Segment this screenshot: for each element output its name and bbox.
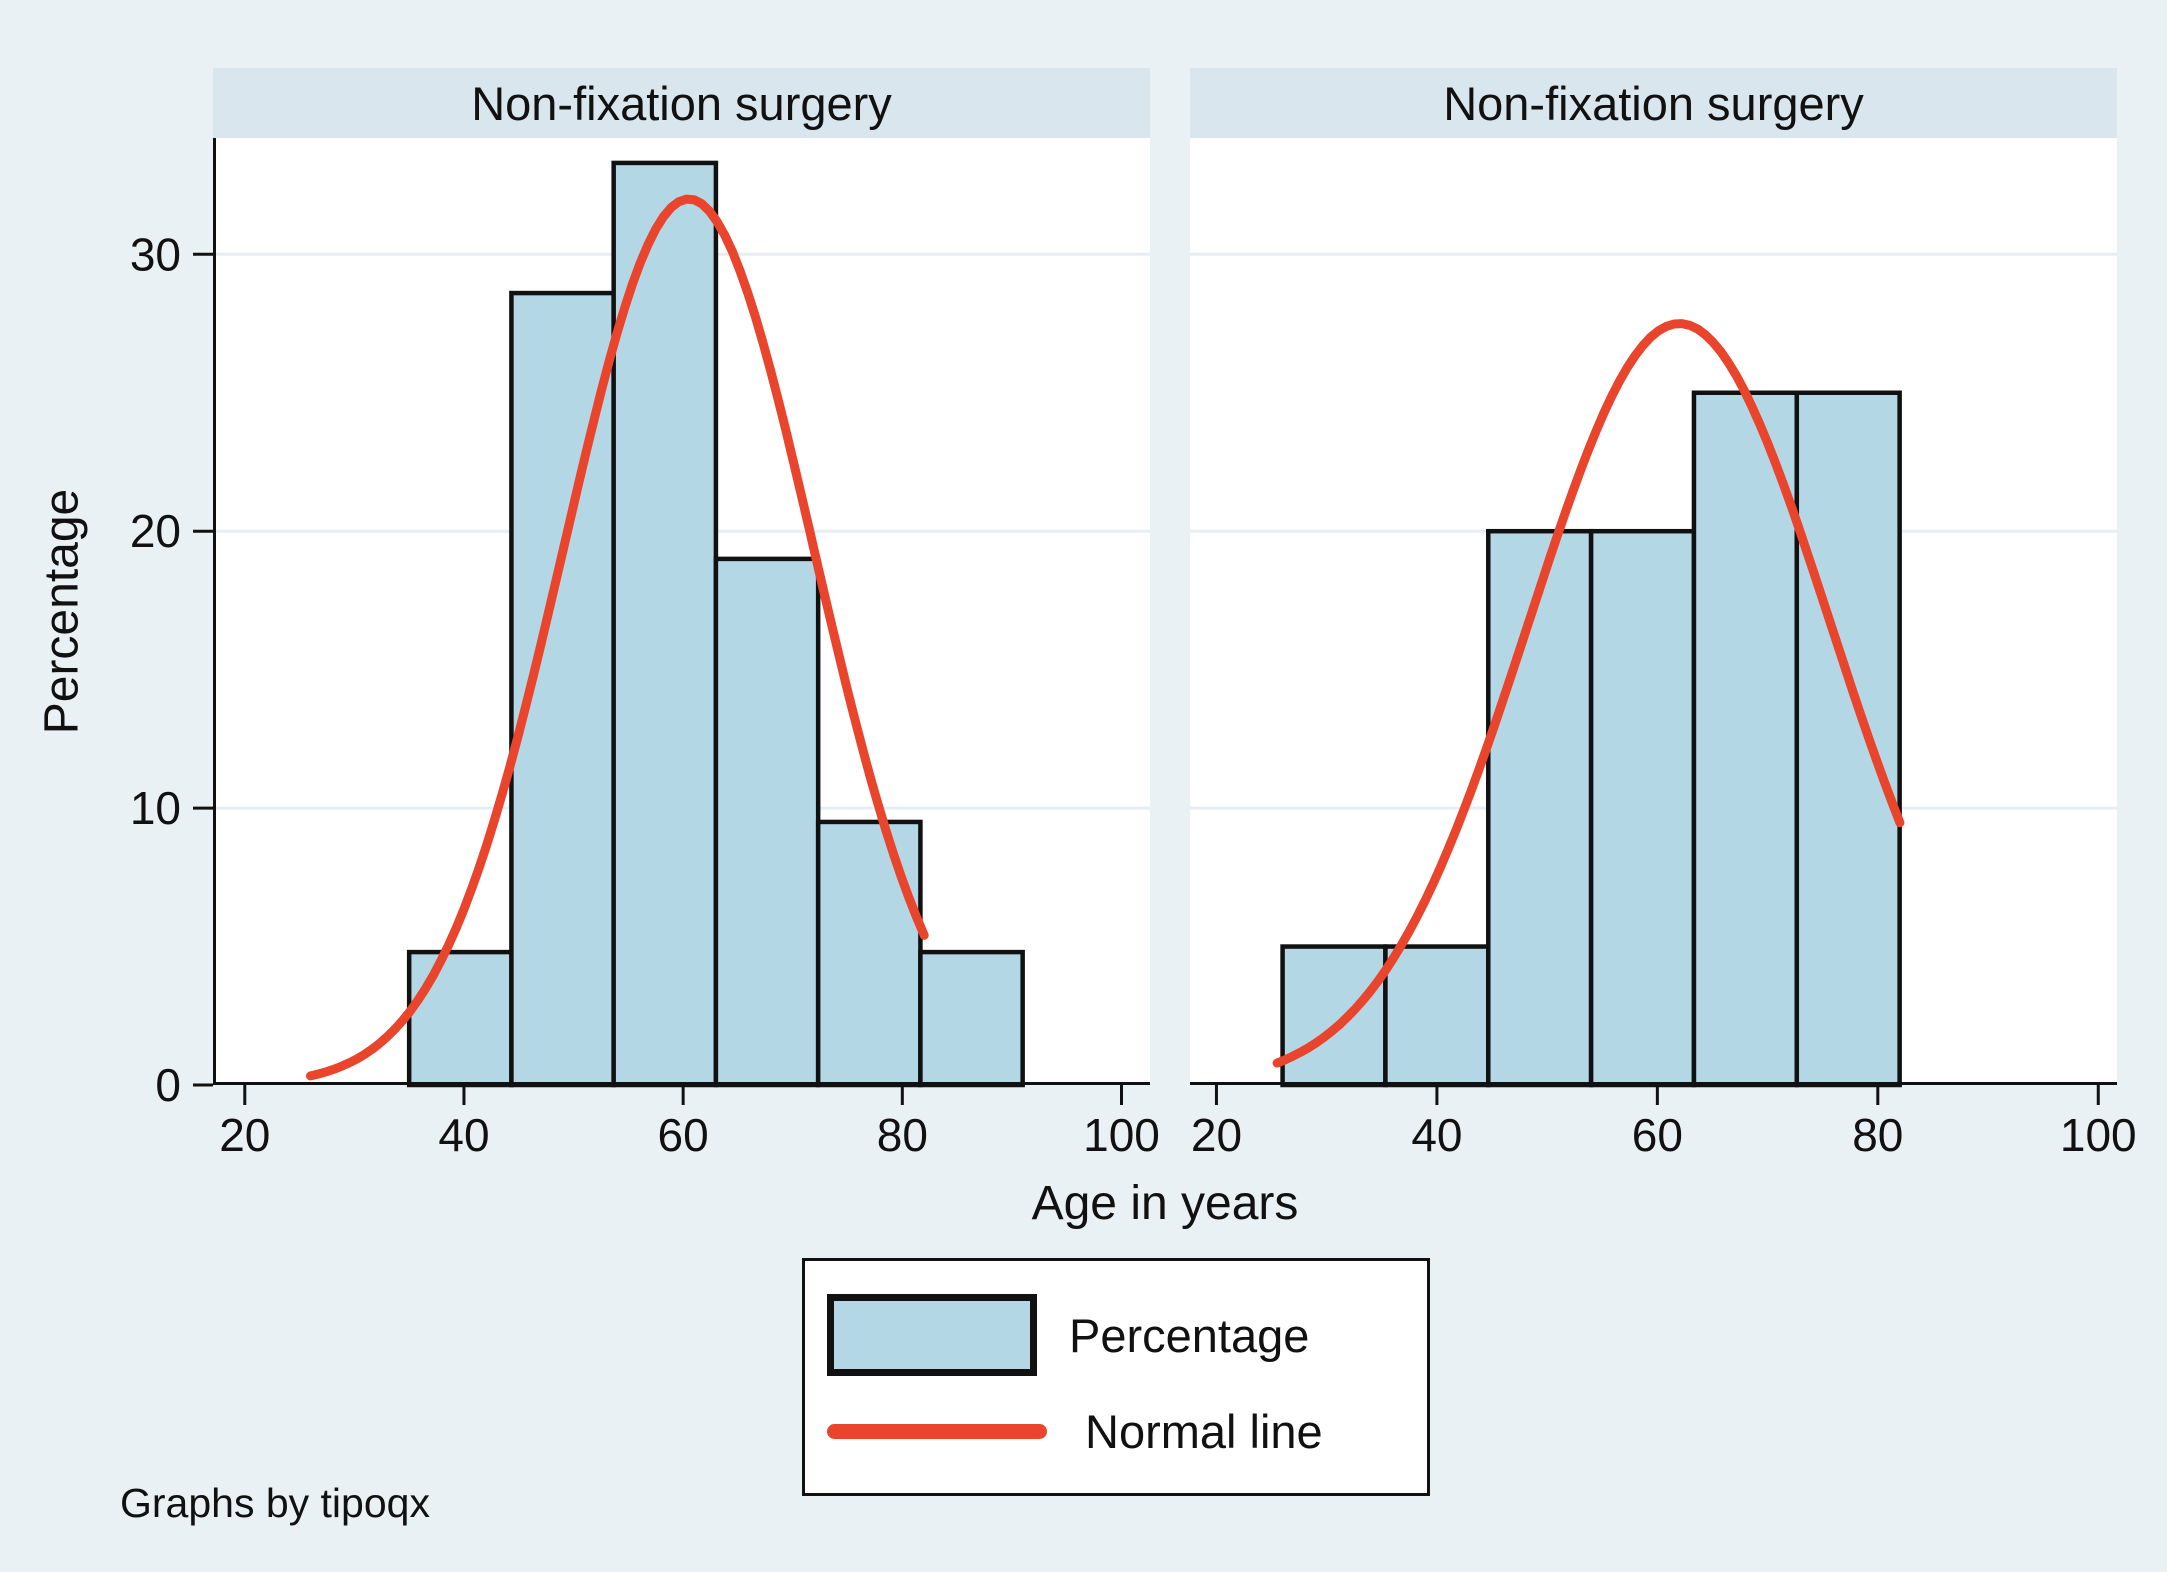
plot-area-right: 20 40 60 80 100	[1190, 138, 2137, 1161]
panel-chart-svg: 20 40 60 80 100	[1190, 252, 2137, 1161]
y-axis-title-text: Percentage	[35, 488, 89, 735]
histogram-bar	[713, 556, 821, 1088]
y-axis-title: Percentage	[0, 138, 124, 1085]
histogram-bar	[1691, 390, 1800, 1088]
x-tick-label: 40	[1411, 1109, 1462, 1161]
panel-left: Non-fixation surgery 20 40 60 80 100 0 10 20 30	[130, 68, 1160, 1161]
x-tick-label: 40	[438, 1109, 489, 1161]
normal-curve	[306, 194, 929, 1081]
y-tick-label: 20	[130, 505, 181, 557]
x-tick-label: 60	[658, 1109, 709, 1161]
x-tick-label: 100	[2060, 1109, 2137, 1161]
histogram-bar	[815, 819, 923, 1088]
x-tick-label: 80	[877, 1109, 928, 1161]
histogram-bar	[1383, 944, 1491, 1088]
y-tick-label: 30	[130, 228, 181, 280]
histogram-bar	[1588, 528, 1697, 1088]
legend-bar-swatch	[827, 1294, 1037, 1376]
legend-line-swatch	[827, 1423, 1047, 1439]
panel-right: Non-fixation surgery 20 40 60 80 100	[1190, 68, 2137, 1161]
legend-row-percentage: Percentage	[805, 1285, 1427, 1385]
legend-row-normal-line: Normal line	[805, 1391, 1427, 1471]
normal-curve	[1272, 319, 1905, 1068]
histogram-bar	[611, 160, 719, 1088]
x-tick-label: 60	[1632, 1109, 1683, 1161]
histogram-bar	[1794, 390, 1902, 1088]
plot-area-left: 20 40 60 80 100 0 10 20 30	[130, 138, 1160, 1161]
x-tick-label: 20	[1191, 1109, 1242, 1161]
histogram-bar	[1486, 528, 1594, 1088]
histogram-bar	[918, 949, 1025, 1088]
histogram-bar	[406, 949, 514, 1088]
legend-label-percentage: Percentage	[1069, 1308, 1310, 1362]
x-tick-label: 20	[219, 1109, 270, 1161]
legend-label-normal-line: Normal line	[1085, 1404, 1323, 1458]
x-tick-label: 80	[1852, 1109, 1903, 1161]
y-tick-label: 10	[130, 782, 181, 834]
panel-chart-svg: 20 40 60 80 100 0 10 20 30	[130, 138, 1160, 1161]
panel-title-right: Non-fixation surgery	[1190, 68, 2117, 138]
legend: Percentage Normal line	[802, 1258, 1430, 1496]
footer-note: Graphs by tipoqx	[120, 1480, 430, 1526]
histogram-bar	[1280, 944, 1388, 1088]
panel-title-left: Non-fixation surgery	[213, 68, 1150, 138]
x-tick-label: 100	[1083, 1109, 1160, 1161]
x-axis-title: Age in years	[1031, 1177, 1299, 1230]
y-tick-label: 0	[155, 1059, 181, 1111]
